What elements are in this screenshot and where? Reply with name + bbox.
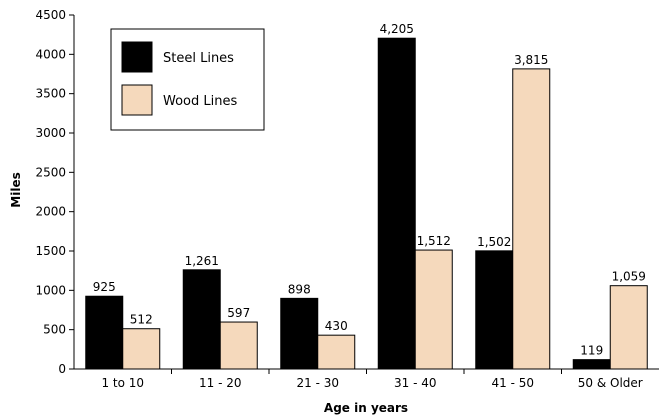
- data-label-steel-0: 925: [93, 280, 116, 294]
- y-tick-label: 4500: [35, 8, 66, 22]
- data-label-wood-3: 1,512: [417, 234, 451, 248]
- bar-wood-3: [414, 249, 453, 370]
- y-tick-label: 2500: [35, 165, 66, 179]
- data-label-wood-4: 3,815: [514, 53, 548, 67]
- y-tick-label: 3000: [35, 126, 66, 140]
- legend-label-steel: Steel Lines: [163, 51, 234, 66]
- x-tick-label: 1 to 10: [101, 376, 144, 390]
- plot-area: 925 512 1 to 10 1,261 597 11 - 20 898 430 21 - 3…: [35, 8, 659, 390]
- y-tick-label: 1000: [35, 283, 66, 297]
- bar-steel-0: [85, 295, 124, 370]
- x-tick-label: 11 - 20: [199, 376, 242, 390]
- legend-swatch-steel: [121, 41, 153, 73]
- bar-steel-4: [475, 250, 514, 370]
- x-tick-label: 31 - 40: [394, 376, 437, 390]
- data-label-steel-3: 4,205: [380, 22, 414, 36]
- x-tick-label: 41 - 50: [492, 376, 535, 390]
- x-tick-label: 50 & Older: [578, 376, 643, 390]
- y-tick-label: 500: [43, 323, 66, 337]
- legend-swatch-wood: [121, 84, 153, 116]
- y-tick-label: 1500: [35, 244, 66, 258]
- bar-wood-0: [122, 328, 161, 370]
- data-label-wood-1: 597: [227, 306, 250, 320]
- data-label-steel-5: 119: [580, 344, 603, 358]
- x-axis-title: Age in years: [324, 401, 408, 415]
- data-label-steel-4: 1,502: [477, 235, 511, 249]
- y-tick-label: 4000: [35, 47, 66, 61]
- bar-wood-5: [609, 285, 648, 370]
- data-label-wood-2: 430: [325, 319, 348, 333]
- y-tick-label: 0: [58, 362, 66, 376]
- bar-steel-2: [280, 297, 319, 370]
- bar-wood-2: [317, 334, 356, 370]
- bar-steel-1: [182, 269, 221, 370]
- y-tick-label: 3500: [35, 87, 66, 101]
- data-label-steel-1: 1,261: [185, 254, 219, 268]
- data-label-steel-2: 898: [288, 282, 311, 296]
- data-label-wood-5: 1,059: [612, 270, 646, 284]
- y-tick-label: 2000: [35, 205, 66, 219]
- y-axis-title: Miles: [9, 172, 23, 207]
- bar-wood-1: [219, 321, 258, 370]
- data-label-wood-0: 512: [130, 313, 153, 327]
- bar-wood-4: [512, 68, 551, 370]
- bar-steel-3: [377, 37, 416, 370]
- legend-label-wood: Wood Lines: [163, 94, 237, 109]
- bar-steel-5: [572, 359, 611, 370]
- x-tick-label: 21 - 30: [297, 376, 340, 390]
